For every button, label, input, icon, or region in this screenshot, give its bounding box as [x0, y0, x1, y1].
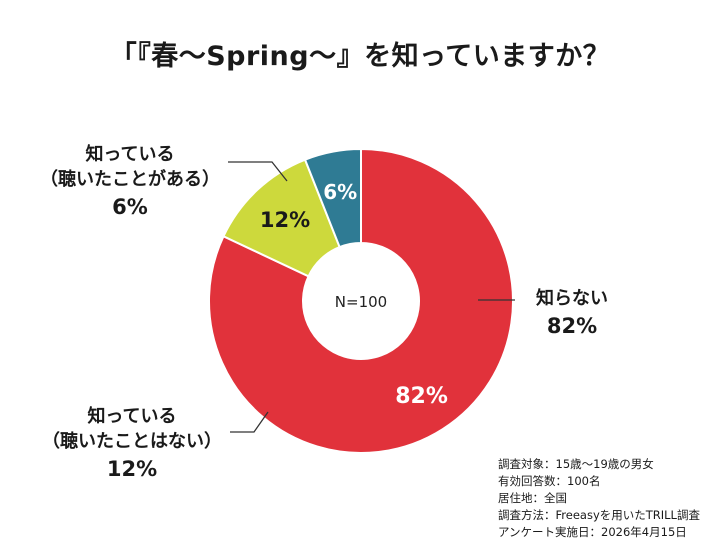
callout-known-heard: 知っている （聴いたことがある） 6% — [30, 142, 230, 222]
callout-known-heard-label: 知っている — [85, 144, 175, 165]
slice-3 — [303, 147, 362, 249]
callout-known-not-heard: 知っている （聴いたことはない） 12% — [32, 404, 232, 484]
center-label: N=100 — [335, 293, 387, 311]
slice-2 — [222, 158, 341, 278]
callout-known-not-heard-label: 知っている — [87, 406, 177, 427]
survey-info-line: 調査対象：15歳〜19歳の男女 — [498, 457, 654, 471]
survey-info-line: 居住地：全国 — [498, 491, 567, 505]
slice-3-data-label: 6% — [323, 180, 357, 204]
callout-known-not-heard-percent: 12% — [106, 457, 158, 481]
chart-title: 「『春〜Spring〜』を知っていますか？ — [109, 41, 611, 72]
survey-info-line: アンケート実施日：2026年4月15日 — [498, 525, 687, 539]
leader-line-known-not-heard — [230, 411, 269, 433]
survey-info-line: 有効回答数：100名 — [498, 474, 601, 488]
callout-known-heard-sublabel: （聴いたことがある） — [40, 169, 220, 190]
callout-known-not-heard-sublabel: （聴いたことはない） — [42, 431, 222, 452]
survey-info-line: 調査方法：Freeasyを用いたTRILL調査 — [498, 508, 700, 522]
callout-unknown-label: 知らない — [536, 288, 608, 309]
slice-1 — [208, 147, 514, 454]
survey-info: 調査対象：15歳〜19歳の男女 有効回答数：100名 居住地：全国 調査方法：F… — [498, 456, 700, 541]
callout-known-heard-percent: 6% — [112, 195, 148, 219]
leader-line-known-heard — [228, 161, 288, 182]
callout-unknown-percent: 82% — [546, 314, 598, 338]
callout-unknown: 知らない 82% — [514, 286, 630, 341]
slice-2-data-label: 12% — [260, 208, 310, 232]
slice-1-data-label: 82% — [395, 384, 448, 409]
